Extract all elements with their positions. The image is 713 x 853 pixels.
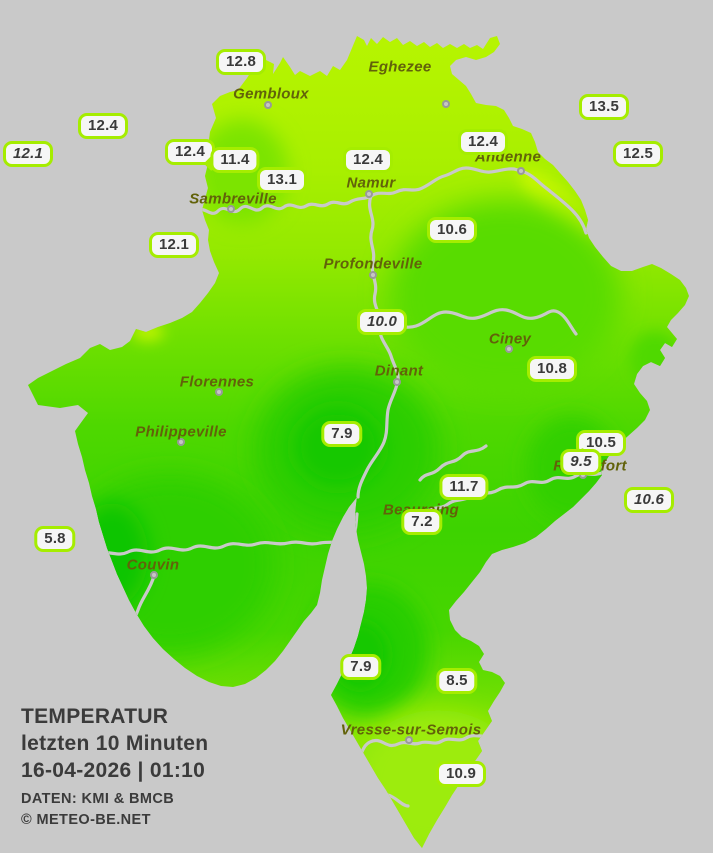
city-marker-dot: [393, 378, 401, 386]
temperature-badge: 11.4: [210, 147, 260, 173]
temperature-badge: 12.5: [613, 141, 663, 167]
temperature-badge: 13.5: [579, 94, 629, 120]
city-label: Vresse-sur-Semois: [340, 721, 482, 739]
city-marker-dot: [215, 388, 223, 396]
temperature-badge: 12.4: [165, 139, 220, 172]
map-caption: TEMPERATUR letzten 10 Minuten 16-04-2026…: [21, 703, 208, 831]
city-marker-dot: [365, 190, 373, 198]
city-marker-dot: [517, 167, 525, 175]
temperature-badge: 10.8: [527, 356, 577, 382]
city-label: Gembloux: [233, 85, 309, 103]
temperature-badge: 7.9: [321, 421, 363, 447]
temperature-badge: 10.9: [436, 761, 486, 787]
map-datetime: 16-04-2026 | 01:10: [21, 759, 206, 782]
river-meuse-east: [369, 166, 588, 235]
temperature-badge: 5.8: [34, 526, 76, 552]
temperature-badge: 12.8: [216, 49, 266, 75]
city-marker-dot: [505, 345, 513, 353]
temperature-badge: 10.6: [427, 217, 477, 243]
temperature-badge: 8.5: [436, 668, 478, 694]
city-marker-dot: [227, 205, 235, 213]
city-label: Ciney: [488, 330, 532, 348]
temperature-badge: 9.5: [560, 449, 602, 475]
city-label: Couvin: [126, 556, 180, 574]
river-meuse-south: [356, 194, 400, 499]
city-label: Profondeville: [323, 255, 423, 273]
river-lesse: [424, 470, 606, 514]
map-subtitle: letzten 10 Minuten: [21, 732, 209, 755]
temperature-badge: 10.0: [357, 309, 407, 335]
temperature-badge: 7.9: [340, 654, 382, 680]
map-title: TEMPERATUR: [21, 705, 169, 728]
temperature-badge: 12.1: [3, 141, 53, 167]
city-label: Florennes: [179, 373, 255, 391]
city-label: Dinant: [374, 362, 424, 380]
temperature-badge: 12.4: [78, 113, 128, 139]
temperature-badge: 11.7: [439, 474, 489, 500]
city-marker-dot: [177, 438, 185, 446]
city-label: Philippeville: [135, 423, 227, 441]
temperature-badge: 12.1: [149, 232, 199, 258]
city-label: Sambreville: [189, 190, 277, 208]
temperature-badge: 10.6: [624, 487, 674, 513]
river-sambre: [194, 194, 373, 215]
data-source: DATEN: KMI & BMCB: [21, 791, 175, 807]
copyright-note: © METEO-BE.NET: [21, 812, 151, 828]
city-marker-dot: [369, 271, 377, 279]
river-lesse-branch: [418, 444, 488, 482]
city-marker-dot: [405, 736, 413, 744]
temperature-badge: 13.1: [257, 167, 307, 193]
temperature-badge: 7.2: [401, 509, 443, 535]
city-label: Eghezee: [368, 58, 432, 76]
city-marker-dot: [150, 571, 158, 579]
rivers: [94, 166, 606, 808]
river-bocq: [381, 308, 578, 336]
temperature-badge: 12.4: [458, 129, 508, 155]
temperature-badge: 12.4: [343, 147, 393, 173]
city-label: Namur: [346, 174, 396, 192]
city-marker-dot: [442, 100, 450, 108]
city-marker-dot: [264, 101, 272, 109]
